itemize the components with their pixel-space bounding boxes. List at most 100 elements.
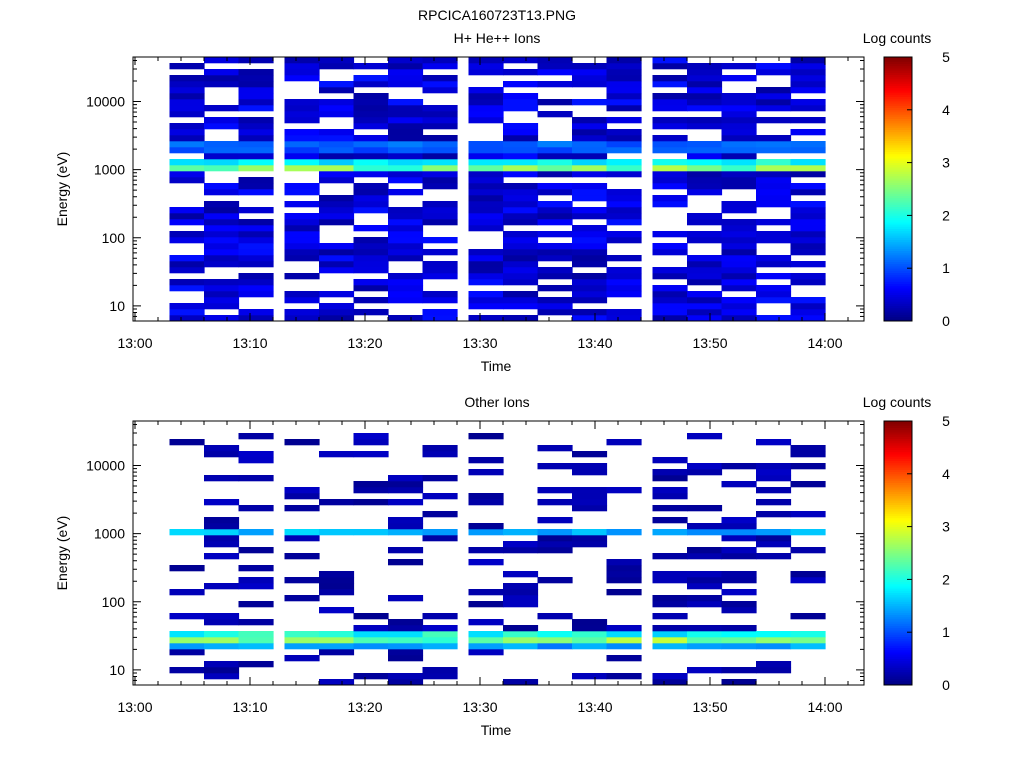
heatmap-cell <box>687 625 723 632</box>
heatmap-cell <box>687 505 723 512</box>
heatmap-cell <box>204 499 240 506</box>
heatmap-cell <box>169 237 205 244</box>
heatmap-cell <box>756 63 792 70</box>
heatmap-cell <box>790 637 826 644</box>
heatmap-cell <box>284 165 320 172</box>
heatmap-cell <box>169 129 205 136</box>
heatmap-cell <box>503 213 539 220</box>
heatmap-cell <box>790 57 826 64</box>
heatmap-cell <box>790 69 826 76</box>
heatmap-cell <box>238 207 274 214</box>
colorbar-segment <box>884 652 912 655</box>
heatmap-cell <box>537 141 573 148</box>
y-ticks: 10 100 1000 10000 <box>86 423 864 686</box>
heatmap-cell <box>238 475 274 482</box>
colorbar-segment <box>884 283 912 287</box>
heatmap-cell <box>606 255 642 262</box>
heatmap-cell <box>204 529 240 536</box>
heatmap-cell <box>606 63 642 70</box>
heatmap-cell <box>652 613 688 620</box>
heatmap-cell <box>319 303 355 310</box>
heatmap-cell <box>652 315 688 322</box>
colorbar-segment <box>884 548 912 552</box>
heatmap-cell <box>468 159 504 166</box>
heatmap-cell <box>422 171 458 178</box>
heatmap-cell <box>721 481 757 488</box>
heatmap-cell <box>284 63 320 70</box>
heatmap-cell <box>790 577 826 584</box>
heatmap-cell <box>468 195 504 202</box>
heatmap-cell <box>572 493 608 500</box>
heatmap-cell <box>388 129 424 136</box>
heatmap-cell <box>572 153 608 160</box>
colorbar-segment <box>884 515 912 519</box>
heatmap-cell <box>606 87 642 94</box>
colorbar-segment <box>884 597 912 600</box>
heatmap-cell <box>422 219 458 226</box>
heatmap-cell <box>388 117 424 124</box>
heatmap-cell <box>238 177 274 184</box>
heatmap-cell <box>503 643 539 650</box>
heatmap-cell <box>652 183 688 190</box>
heatmap-cell <box>388 643 424 650</box>
heatmap-cell <box>756 291 792 298</box>
heatmap-cell <box>721 99 757 106</box>
heatmap-cell <box>537 309 573 316</box>
heatmap-cell <box>721 589 757 596</box>
colorbar-segment <box>884 528 912 532</box>
heatmap-cell <box>238 225 274 232</box>
heatmap-cell <box>204 619 240 626</box>
heatmap-cell <box>422 643 458 650</box>
heatmap-cell <box>537 171 573 178</box>
heatmap-cell <box>721 517 757 524</box>
heatmap-cell <box>652 195 688 202</box>
heatmap-cell <box>721 571 757 578</box>
x-tick-label: 13:50 <box>692 699 727 715</box>
heatmap-cell <box>721 63 757 70</box>
heatmap-cell <box>503 171 539 178</box>
heatmap-cell <box>422 637 458 644</box>
heatmap-cell <box>169 63 205 70</box>
colorbar-segment <box>884 641 912 644</box>
heatmap-cell <box>169 667 205 674</box>
colorbar-segment <box>884 559 912 563</box>
heatmap-cell <box>756 511 792 518</box>
colorbar-segment <box>884 76 912 80</box>
heatmap-cell <box>468 171 504 178</box>
heatmap-cell <box>204 159 240 166</box>
heatmap-cell <box>652 135 688 142</box>
heatmap-cell <box>284 183 320 190</box>
colorbar-segment <box>884 200 912 203</box>
heatmap-cell <box>503 69 539 76</box>
heatmap-cell <box>606 159 642 166</box>
heatmap-cell <box>790 511 826 518</box>
y-tick-label: 10000 <box>86 458 125 474</box>
heatmap-cell <box>652 303 688 310</box>
colorbar-segment <box>884 577 912 580</box>
heatmap-cell <box>169 99 205 106</box>
heatmap-cell <box>572 165 608 172</box>
colorbar-segment <box>884 191 912 194</box>
colorbar-segment <box>884 502 912 505</box>
colorbar-segment <box>884 605 912 609</box>
heatmap-cell <box>572 643 608 650</box>
heatmap-cell <box>468 619 504 626</box>
heatmap-cell <box>388 631 424 638</box>
heatmap-cell <box>204 673 240 680</box>
heatmap-cell <box>238 153 274 160</box>
heatmap-cell <box>503 153 539 160</box>
heatmap-cell <box>790 309 826 316</box>
heatmap-cell <box>756 147 792 154</box>
heatmap-cell <box>388 475 424 482</box>
heatmap-cell <box>238 309 274 316</box>
heatmap-cell <box>652 291 688 298</box>
panel-title: Other Ions <box>464 394 529 410</box>
heatmap-cell <box>572 261 608 268</box>
heatmap-cell <box>353 297 389 304</box>
colorbar-segment <box>884 228 912 232</box>
heatmap-cell <box>422 261 458 268</box>
heatmap-cell <box>687 237 723 244</box>
heatmap-cell <box>503 315 539 322</box>
heatmap-cell <box>537 463 573 470</box>
heatmap-cell <box>353 631 389 638</box>
